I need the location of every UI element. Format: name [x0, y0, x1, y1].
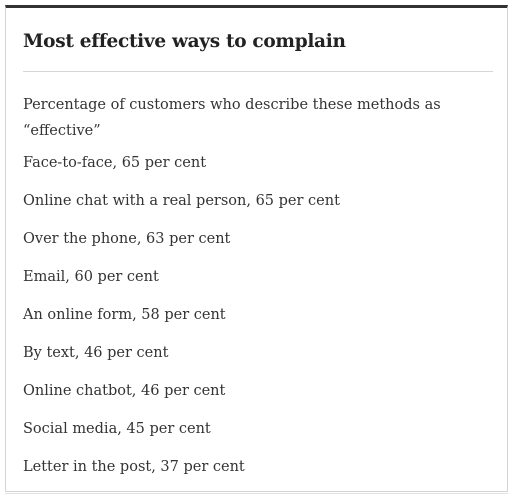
title-divider — [23, 71, 493, 72]
factbox-intro: Percentage of customers who describe the… — [23, 97, 441, 139]
list-item: Online chatbot, 46 per cent — [23, 383, 226, 399]
bottom-rule — [5, 493, 508, 494]
list-item: Email, 60 per cent — [23, 269, 159, 285]
list-item: Over the phone, 63 per cent — [23, 231, 231, 247]
complaint-methods-list: Face-to-face, 65 per cent Online chat wi… — [23, 153, 340, 495]
factbox-card: Most effective ways to complain Percenta… — [5, 5, 508, 492]
list-item: By text, 46 per cent — [23, 345, 169, 361]
list-item: Letter in the post, 37 per cent — [23, 459, 245, 475]
factbox-title: Most effective ways to complain — [23, 31, 346, 52]
list-item: Face-to-face, 65 per cent — [23, 155, 207, 171]
list-item: Social media, 45 per cent — [23, 421, 211, 437]
list-item: Online chat with a real person, 65 per c… — [23, 193, 340, 209]
list-item: An online form, 58 per cent — [23, 307, 226, 323]
